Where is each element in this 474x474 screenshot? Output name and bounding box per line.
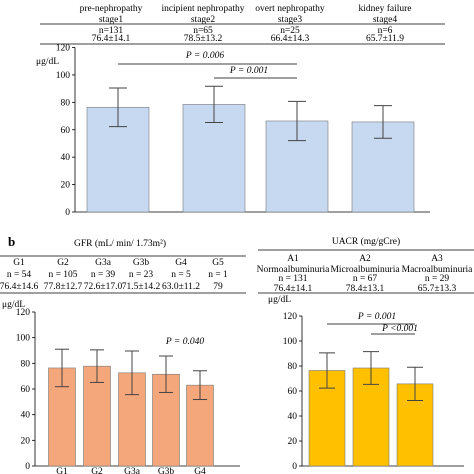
header-n-4: n = 23 [129,270,154,280]
header-l1-4: kidney failure [358,3,411,14]
panel-b-label: b [8,234,15,249]
header-l2-3: stage3 [278,15,303,25]
header-n-2: n=65 [193,26,213,36]
header-n-3: n = 29 [425,274,450,284]
header-l1-3: G3a [95,258,112,268]
x-tick-label: G1 [56,467,68,474]
header-stat-5: 63.0±11.2 [162,282,200,292]
y-tick-label: 100 [56,71,71,81]
y-tick-label: 60 [61,126,71,136]
header-stat-2: 78.5±13.2 [184,34,223,44]
gfr-header-title: GFR (mL/ min/ 1.73m²) [74,238,166,249]
header-n-1: n = 54 [7,270,32,280]
y-tick-label: 0 [25,462,30,472]
header-l1-1: G1 [13,258,25,268]
x-tick-label: G2 [91,467,103,474]
p-value-label: P = 0.001 [357,312,396,322]
header-stat-4: 71.5±14.2 [122,282,161,292]
header-l2-2: Microalbuminuria [330,265,400,275]
header-l2-1: stage1 [99,15,124,25]
header-n-3: n=25 [280,26,300,36]
header-n-4: n=6 [378,26,393,36]
header-stat-3: 66.4±14.3 [271,34,310,44]
header-stat-3: 72.6±17.0 [84,282,123,292]
p-value-label: P <0.001 [381,324,418,334]
y-tick-label: 20 [61,181,71,191]
y-tick-label: 20 [21,436,31,446]
header-n-6: n = 1 [208,270,228,280]
header-stat-2: 78.4±13.1 [346,284,385,294]
y-tick-label: 40 [61,153,71,163]
header-stat-1: 76.4±14.1 [92,34,131,44]
y-tick-label: 60 [21,385,31,395]
y-tick-label: 0 [65,208,70,218]
x-tick-label: G3b [158,467,175,474]
header-l1-5: G4 [175,258,187,268]
p-value-label: P = 0.006 [185,51,224,61]
y-tick-label: 0 [292,462,297,472]
y-tick-label: 20 [288,437,298,447]
panel-a-chart: 0 20 40 60 80 100 120 μg/dL P = 0.006 P = 0.001 [36,44,430,218]
header-l1-3: overt nephropathy [255,4,325,14]
header-stat-1: 76.4±14.1 [274,284,313,294]
uacr-header-title: UACR (mg/gCre) [332,236,400,247]
header-l1-1: A1 [287,254,299,264]
y-tick-label: 60 [288,387,298,397]
y-tick-label: 100 [16,334,31,344]
x-tick-label: G4 [194,467,206,474]
y-axis-unit: μg/dL [36,57,59,67]
header-l1-3: A3 [431,254,443,264]
header-n-1: n = 131 [278,274,307,284]
header-stat-3: 65.7±13.3 [418,284,457,294]
panel-c-chart: 0 20 40 60 80 100 120 μg/dL P = 0.001 P <0.001 [268,295,464,472]
header-n-2: n = 105 [48,270,77,280]
y-tick-label: 100 [283,337,298,347]
header-l1-2: A2 [359,254,371,264]
x-tick-label: G3a [124,467,141,474]
y-tick-label: 40 [288,412,298,422]
header-l2-4: stage4 [373,15,398,25]
header-stat-1: 76.4±14.6 [0,282,38,292]
p-value-label: P = 0.040 [165,337,204,347]
header-l2-3: Macroalbuminuria [402,265,473,275]
header-l1-6: G5 [212,258,224,268]
header-stat-4: 65.7±11.9 [366,34,404,44]
header-l2-2: stage2 [191,15,216,25]
y-tick-label: 80 [21,359,31,369]
gfr-header: GFR (mL/ min/ 1.73m²) G1 n = 54 76.4±14.6 G… [0,238,246,294]
y-axis-unit: μg/dL [2,300,25,310]
header-n-3: n = 39 [91,270,116,280]
y-tick-label: 120 [283,312,298,322]
header-n-5: n = 5 [171,270,191,280]
header-l1-2: incipient nephropathy [161,4,244,14]
header-stat-6: 79 [213,282,223,292]
header-n-2: n = 67 [353,274,378,284]
header-l1-1: pre-nephropathy [80,4,143,14]
y-tick-label: 80 [288,362,298,372]
y-tick-label: 120 [16,308,31,318]
header-l1-4: G3b [133,258,150,268]
header-n-1: n=131 [99,26,124,36]
y-tick-label: 40 [21,411,31,421]
header-l1-2: G2 [57,258,69,268]
header-l2-1: Normoalbuminuria [257,265,331,275]
bar-G4 [186,384,214,467]
y-axis-unit: μg/dL [268,295,291,305]
y-tick-label: 80 [61,98,71,108]
p-value-label: P = 0.001 [229,66,268,76]
y-tick-label: 120 [56,44,71,54]
header-stat-2: 77.8±12.7 [44,282,83,292]
